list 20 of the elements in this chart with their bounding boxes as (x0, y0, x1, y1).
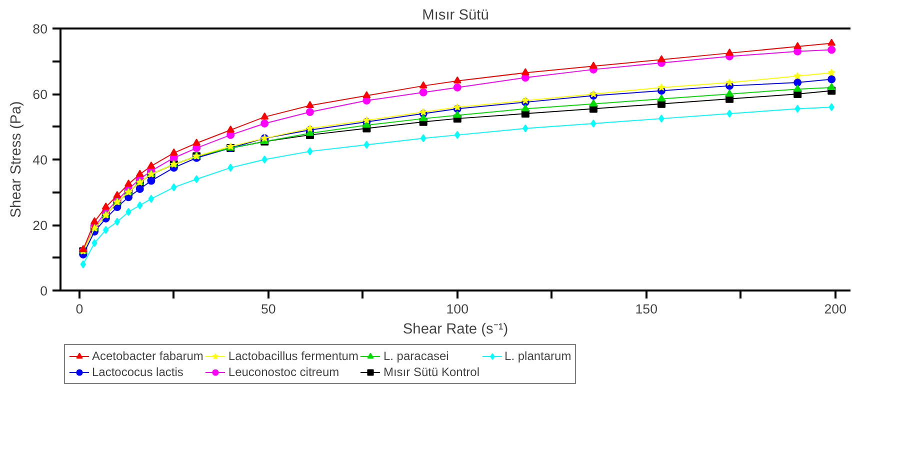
chart-title: Mısır Sütü (422, 8, 489, 24)
legend-label: Lactococus lactis (92, 365, 184, 379)
legend-label: Leuconostoc citreum (228, 365, 340, 379)
y-tick-label: 80 (32, 22, 48, 36)
y-tick-label: 0 (40, 284, 48, 298)
y-axis-title: Shear Stress (Pa) (8, 101, 25, 218)
y-tick-label: 20 (32, 218, 48, 233)
legend-label: L. plantarum (504, 349, 572, 363)
legend-label: Lactobacillus fermentum (228, 349, 358, 363)
x-axis-title: Shear Rate (s⁻¹) (402, 322, 508, 338)
y-tick-label: 60 (32, 87, 48, 102)
x-tick-label: 50 (260, 302, 276, 316)
x-tick-label: 0 (76, 302, 84, 316)
legend-label: Mısır Sütü Kontrol (383, 365, 480, 379)
legend-label: Acetobacter fabarum (92, 349, 204, 363)
y-tick-label: 40 (32, 152, 48, 168)
x-tick-label: 100 (446, 302, 469, 316)
x-tick-label: 150 (635, 302, 658, 316)
x-tick-label: 200 (824, 302, 847, 316)
legend-label: L. paracasei (383, 349, 449, 363)
